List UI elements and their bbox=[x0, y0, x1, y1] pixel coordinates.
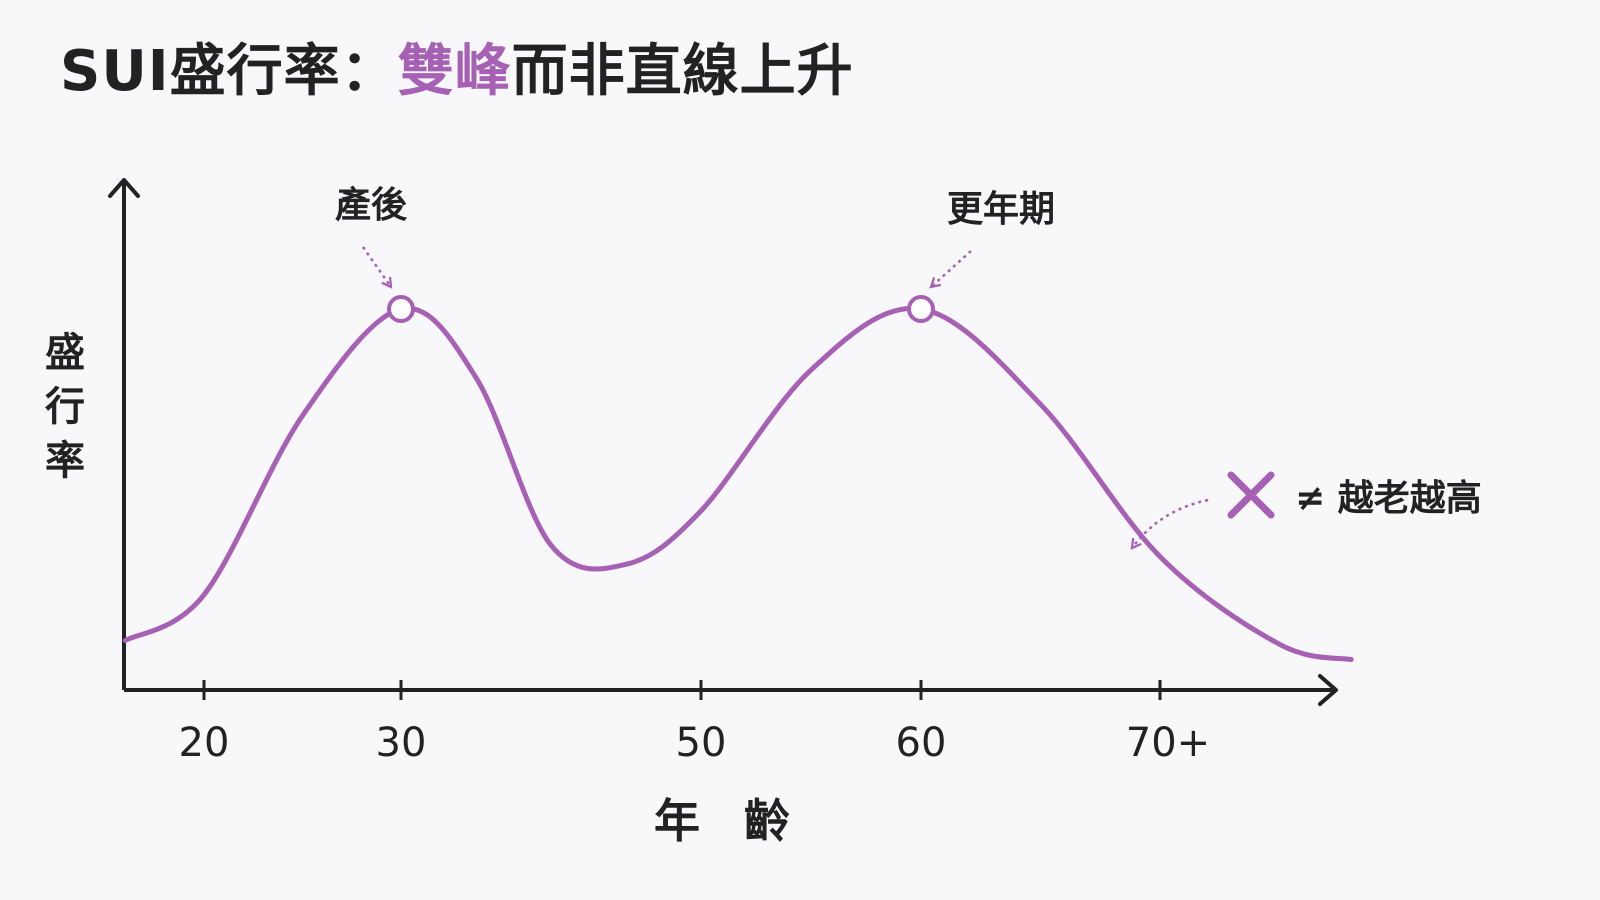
peak-arrow bbox=[929, 250, 972, 289]
title-prefix: SUI盛行率： bbox=[60, 39, 398, 104]
y-axis-label: 盛行率 bbox=[38, 326, 92, 488]
x-tick-label: 70+ bbox=[1126, 720, 1210, 766]
y-axis-label-char: 行 bbox=[45, 384, 85, 430]
note-text: ≠ 越老越高 bbox=[1295, 478, 1482, 519]
peak-marker bbox=[907, 295, 935, 323]
x-axis-arrow-icon bbox=[1318, 674, 1338, 706]
peak-label: 產後 bbox=[335, 185, 408, 226]
peak-label: 更年期 bbox=[947, 189, 1055, 230]
x-tick-label: 60 bbox=[896, 720, 947, 766]
title-suffix: 而非直線上升 bbox=[511, 39, 854, 104]
series-line bbox=[122, 305, 1354, 662]
x-tick-label: 30 bbox=[376, 720, 427, 766]
y-axis-arrow-icon bbox=[108, 178, 140, 198]
y-axis-label-char: 率 bbox=[45, 438, 85, 484]
note-arrow bbox=[1130, 498, 1209, 550]
y-axis-label-char: 盛 bbox=[45, 330, 85, 376]
x-tick-label: 20 bbox=[179, 720, 230, 766]
peak-arrow bbox=[361, 246, 393, 289]
title-highlight: 雙峰 bbox=[397, 39, 512, 104]
x-axis-label: 年 齡 bbox=[653, 794, 804, 848]
x-tick-label: 50 bbox=[676, 720, 727, 766]
peak-marker bbox=[387, 295, 415, 323]
page-title: SUI盛行率：雙峰而非直線上升 bbox=[60, 38, 854, 105]
cross-icon bbox=[1227, 471, 1275, 519]
